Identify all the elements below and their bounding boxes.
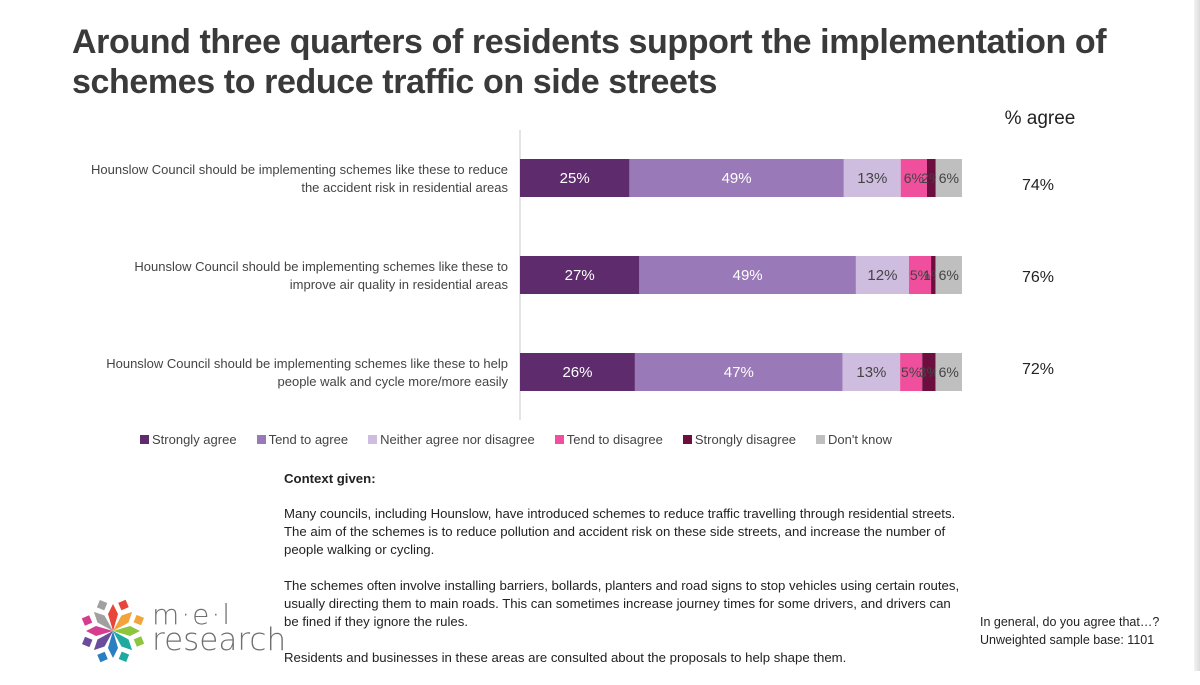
data-label: 5% — [901, 364, 921, 380]
legend-item: Neither agree nor disagree — [368, 432, 535, 447]
bar-segment — [634, 353, 843, 391]
logo-diamond — [97, 651, 108, 663]
logo-text-mel: m·e·l — [152, 598, 233, 631]
bar-segment — [629, 159, 844, 197]
data-label: 12% — [867, 267, 897, 284]
legend-swatch — [256, 434, 266, 444]
data-label: 25% — [560, 170, 590, 187]
agree-total-label: 72% — [1022, 361, 1054, 378]
footnote-sample-base: Unweighted sample base: 1101 — [980, 633, 1155, 647]
data-label: 13% — [857, 170, 887, 187]
data-label: 49% — [722, 170, 752, 187]
chart-legend: Strongly agree Tend to agree Neither agree… — [140, 430, 892, 448]
legend-item: Tend to agree — [256, 431, 349, 447]
data-label: 6% — [939, 267, 959, 283]
logo-petal — [86, 626, 113, 636]
data-label: 5% — [910, 267, 930, 283]
stacked-bar-chart: Hounslow Council should be implementing … — [91, 130, 1054, 420]
data-label: 49% — [733, 267, 763, 284]
logo-petal — [93, 611, 113, 631]
bar-segment — [935, 353, 962, 391]
bar-segment — [855, 256, 909, 294]
bar-segment — [908, 256, 932, 294]
legend-item: Strongly disagree — [682, 431, 797, 447]
page-title: Around three quarters of residents suppo… — [72, 23, 1107, 101]
legend-item: Strongly agree — [140, 432, 237, 447]
bar-segment — [935, 256, 962, 294]
context-heading: Context given: — [284, 471, 376, 486]
logo-petal — [108, 631, 118, 658]
data-label: 27% — [565, 267, 595, 284]
category-label: Hounslow Council should be implementing … — [134, 259, 508, 292]
legend-label: Don't know — [828, 431, 892, 447]
logo-petal — [113, 611, 133, 631]
logo-petal — [108, 604, 118, 631]
logo-diamond — [133, 636, 145, 647]
bar-segment — [842, 353, 901, 391]
logo-diamond — [81, 615, 93, 626]
legend-item: Don't know — [816, 432, 892, 447]
context-panel: Context given: Many councils, including … — [284, 470, 964, 685]
bar-segment — [639, 256, 856, 294]
legend-swatch — [368, 434, 378, 444]
category-label: Hounslow Council should be implementing … — [91, 162, 508, 195]
bar-segment — [843, 159, 901, 197]
bar-segment — [900, 353, 923, 391]
logo-diamond — [133, 614, 144, 626]
legend-swatch — [554, 434, 564, 444]
legend-item: Tend to disagree — [554, 431, 663, 447]
logo-text-research: research — [152, 622, 287, 658]
data-label: 6% — [904, 170, 924, 186]
legend-label: Tend to disagree — [566, 431, 663, 447]
data-label: 6% — [939, 170, 959, 186]
bar-segment — [926, 159, 936, 197]
bar-segment — [931, 256, 936, 294]
agree-total-label: 76% — [1022, 269, 1054, 286]
logo-flower-icon — [81, 599, 145, 663]
logo-diamond — [82, 636, 93, 648]
context-paragraph: Many councils, including Hounslow, have … — [284, 506, 956, 557]
category-label: Hounslow Council should be implementing … — [106, 356, 508, 389]
legend-label: Neither agree nor disagree — [380, 431, 535, 447]
data-label: 6% — [939, 364, 959, 380]
legend-label: Strongly disagree — [694, 431, 797, 447]
agree-total-label: 74% — [1022, 177, 1054, 194]
context-paragraph: The schemes often involve installing bar… — [284, 578, 960, 629]
footnote: In general, do you agree that…? Unweight… — [980, 613, 1190, 649]
footnote-question: In general, do you agree that…? — [980, 615, 1160, 629]
page-edge-shadow — [1194, 0, 1200, 671]
bar-segment — [520, 353, 635, 391]
bar-segment — [935, 159, 962, 197]
data-label: 3% — [919, 364, 939, 380]
legend-swatch — [682, 434, 692, 444]
logo-diamond — [96, 600, 108, 611]
logo-diamond — [118, 599, 129, 611]
legend-swatch — [816, 434, 826, 444]
bar-segment — [900, 159, 927, 197]
data-label: 47% — [724, 364, 754, 381]
legend-label: Strongly agree — [152, 431, 237, 447]
agree-column-header: % agree — [1004, 108, 1076, 129]
legend-label: Tend to agree — [268, 431, 349, 447]
logo-petal — [93, 631, 113, 651]
legend-swatch — [140, 434, 149, 444]
logo-diamond — [118, 651, 130, 662]
data-label: 13% — [856, 364, 886, 381]
bar-segment — [922, 353, 936, 391]
bar-segment — [520, 159, 630, 197]
context-paragraph: Residents and businesses in these areas … — [284, 650, 847, 665]
logo-petal — [113, 626, 140, 636]
bar-segment — [520, 256, 640, 294]
data-label: 26% — [562, 364, 592, 381]
logo-petal — [113, 631, 133, 651]
